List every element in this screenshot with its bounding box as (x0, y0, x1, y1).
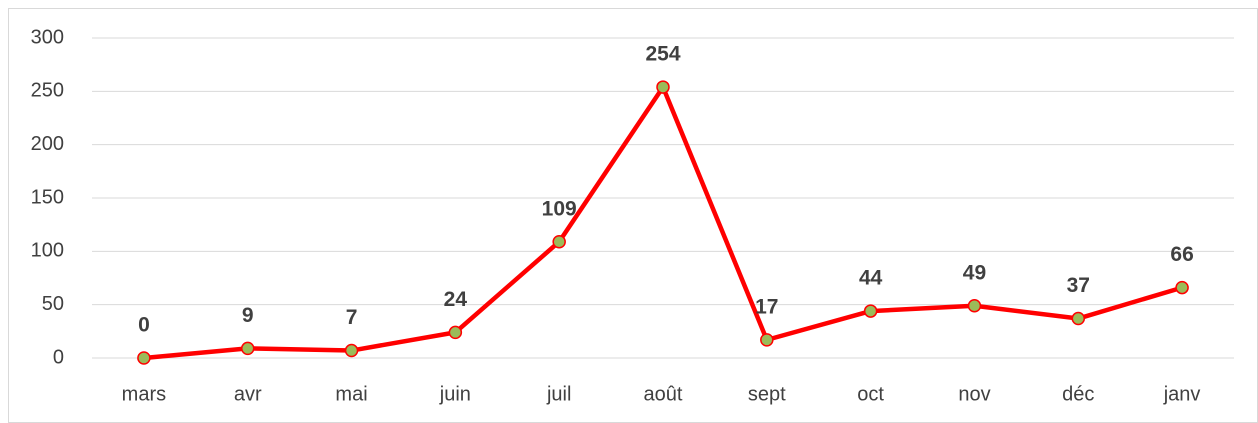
data-label: 66 (1170, 243, 1193, 266)
data-label: 17 (755, 295, 778, 318)
marker (656, 80, 670, 94)
marker (552, 234, 566, 249)
marker (967, 298, 982, 313)
y-tick-label: 200 (31, 133, 64, 155)
x-tick-label: janv (1163, 383, 1201, 405)
data-label: 9 (242, 304, 254, 327)
x-tick-label: oct (857, 383, 884, 405)
y-tick-label: 250 (31, 80, 64, 102)
y-tick-label: 50 (42, 293, 64, 315)
marker (1175, 280, 1189, 295)
y-tick-label: 150 (31, 186, 64, 208)
marker (240, 341, 255, 356)
chart-frame (8, 8, 1258, 423)
data-label: 37 (1067, 274, 1090, 297)
marker (137, 351, 151, 365)
x-tick-label: juin (439, 383, 471, 405)
data-label: 0 (138, 314, 150, 337)
x-tick-label: juil (546, 383, 571, 405)
x-tick-label: avr (234, 383, 262, 405)
x-tick-label: mars (122, 383, 166, 405)
data-label: 109 (542, 197, 577, 220)
marker (1071, 311, 1086, 326)
x-tick-label: nov (958, 383, 990, 405)
x-tick-label: mai (335, 383, 367, 405)
y-tick-label: 0 (53, 346, 64, 368)
marker (760, 333, 774, 347)
marker (863, 304, 878, 318)
marker (448, 325, 463, 340)
x-tick-label: août (644, 383, 683, 405)
data-label: 24 (444, 288, 468, 311)
x-tick-label: déc (1062, 383, 1094, 405)
data-label: 44 (859, 267, 883, 290)
x-tick-label: sept (748, 383, 786, 405)
marker (344, 343, 359, 358)
data-label: 49 (963, 261, 986, 284)
y-tick-label: 100 (31, 240, 64, 262)
data-label: 7 (346, 306, 358, 329)
data-label: 254 (645, 43, 680, 66)
y-tick-label: 300 (31, 26, 64, 48)
